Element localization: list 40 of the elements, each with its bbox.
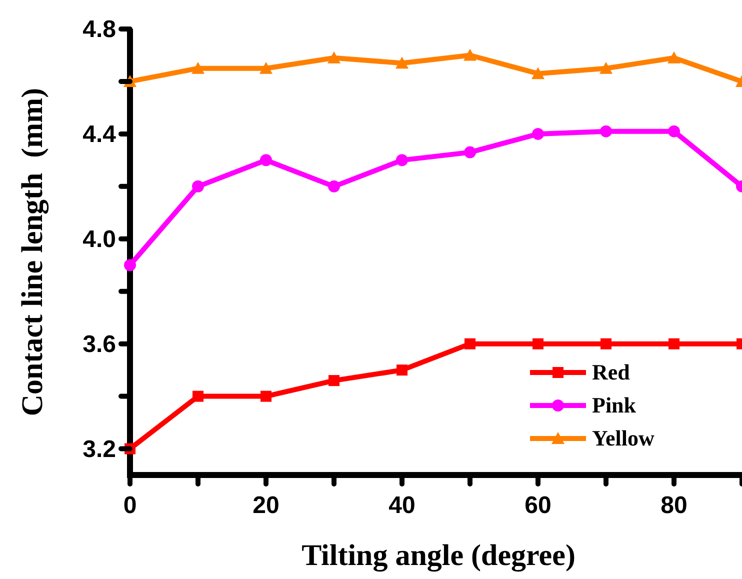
y-axis-title: Contact line length (mm) (16, 88, 49, 416)
point (600, 338, 612, 350)
point (124, 259, 136, 272)
point (600, 125, 612, 138)
point (328, 51, 340, 64)
point (464, 338, 476, 350)
point (396, 154, 408, 166)
point (396, 364, 408, 376)
x-tick-label: 20 (252, 492, 280, 519)
point (600, 62, 612, 74)
point (328, 180, 340, 192)
point (192, 180, 204, 192)
point (192, 62, 204, 74)
point (532, 67, 544, 80)
point (668, 338, 680, 350)
x-tick-label: 60 (524, 492, 552, 519)
legend-label: Red (592, 360, 630, 384)
legend-label: Yellow (592, 426, 654, 450)
point (668, 51, 680, 64)
point (396, 56, 408, 69)
legend-label: Pink (592, 392, 637, 418)
point (192, 390, 204, 402)
x-tick-label: 80 (660, 492, 688, 519)
y-tick-label: 3.6 (82, 330, 116, 358)
point (464, 48, 476, 61)
point (328, 375, 340, 386)
point (260, 390, 272, 402)
point (260, 154, 272, 166)
x-tick-label: 0 (123, 492, 137, 519)
y-tick-label: 4.0 (82, 226, 116, 253)
y-tick-label: 4.8 (82, 16, 116, 43)
y-tick-label: 3.2 (82, 436, 116, 463)
y-tick-label: 4.4 (82, 120, 117, 148)
point (532, 128, 544, 140)
point (260, 62, 272, 74)
x-axis-title: Tilting angle (degree) (302, 539, 576, 572)
point (668, 125, 680, 138)
point (532, 338, 544, 350)
point (464, 146, 476, 158)
x-tick-label: 40 (388, 492, 416, 519)
